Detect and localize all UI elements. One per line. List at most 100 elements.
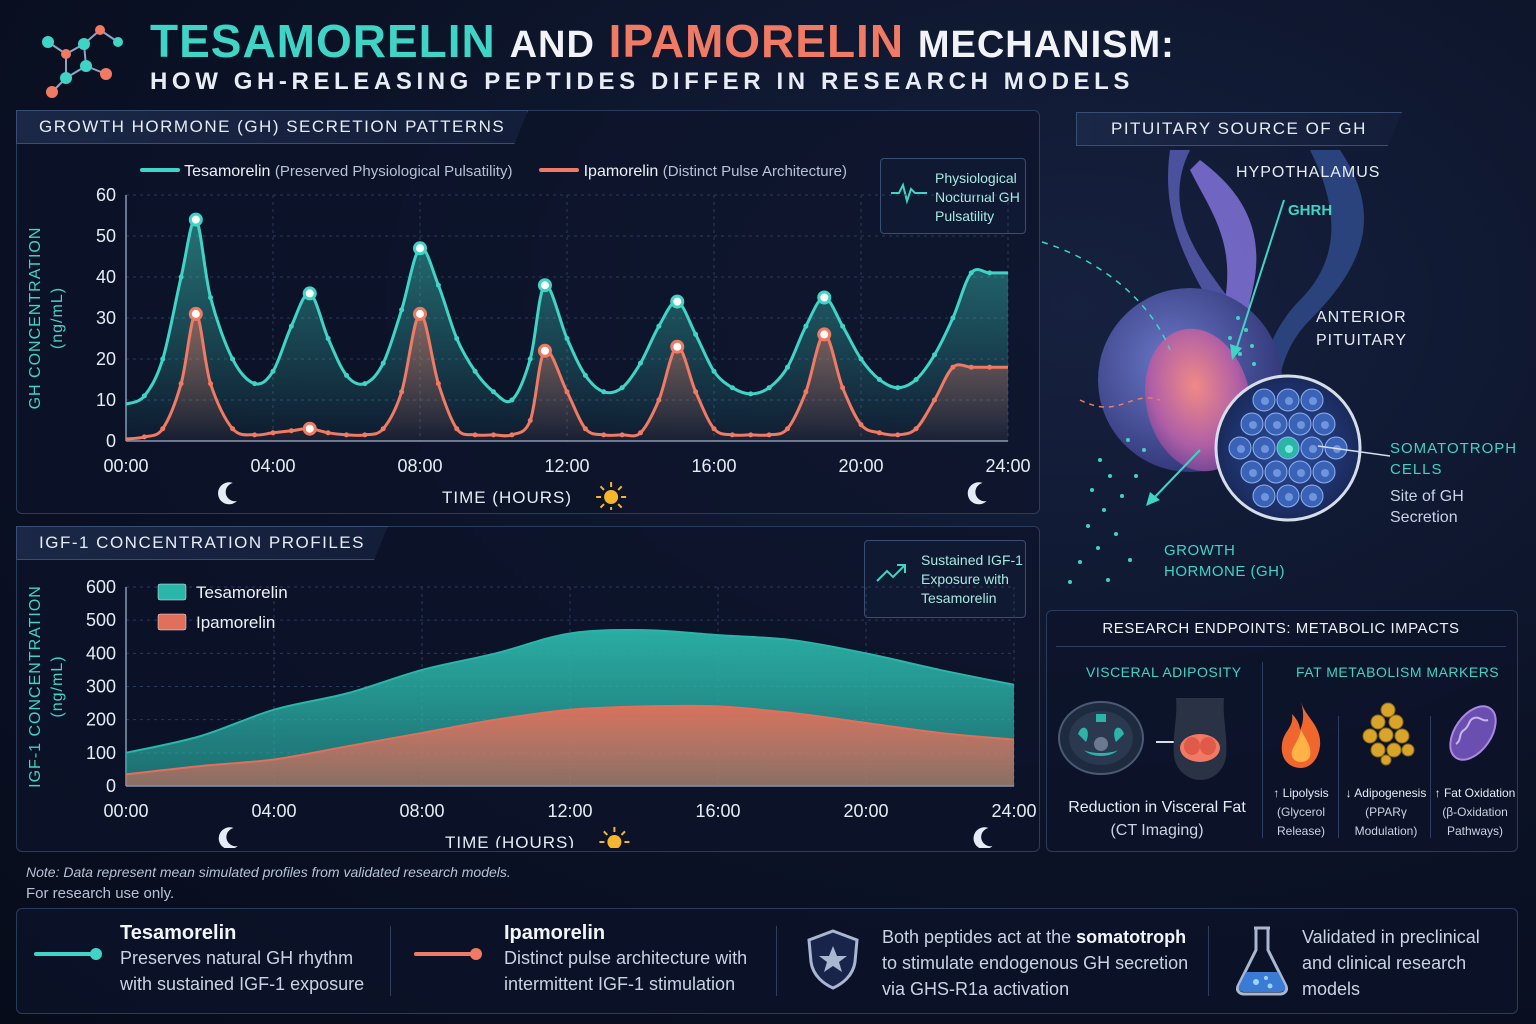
moon-icon [218, 827, 238, 848]
x-tick-label: 08:00 [397, 456, 442, 476]
legend-tesamorelin-note: (Preserved Physiological Pulsatility) [274, 163, 513, 180]
y-tick-label: 60 [96, 185, 116, 205]
data-point-ipamorelin [817, 327, 832, 342]
data-point-tesamorelin [527, 356, 533, 362]
igf-callout-line3: Tesamorelin [921, 590, 997, 606]
marker-lipolysis-line3: Release) [1276, 824, 1326, 838]
data-point-tesamorelin [968, 270, 974, 276]
data-point-tesamorelin [693, 331, 699, 337]
data-point-tesamorelin [380, 360, 386, 366]
gh-callout-line1: Physiological [935, 170, 1017, 186]
x-tick-label: 08:00 [399, 801, 444, 821]
data-point-ipamorelin [876, 430, 882, 436]
marker-sep-1 [1338, 716, 1339, 838]
summary-validated: Validated in preclinical and clinical re… [1302, 924, 1480, 1002]
data-point-tesamorelin [188, 212, 203, 227]
sun-icon-ray [603, 830, 609, 836]
moon-icon [973, 827, 993, 848]
data-point-ipamorelin [711, 426, 717, 432]
y-tick-label: 10 [96, 390, 116, 410]
soma-line1: SOMATOTROPH [1390, 440, 1518, 457]
data-point-ipamorelin [252, 432, 258, 438]
gh-callout-box: Physiological Nocturnal GH Pulsatility [880, 158, 1026, 234]
data-point-tesamorelin [858, 356, 864, 362]
x-tick-label: 24:00 [985, 456, 1030, 476]
visceral-title: VISCERAL ADIPOSITY [1086, 664, 1242, 680]
cell-nucleus [1285, 493, 1293, 501]
cell-nucleus [1249, 469, 1257, 477]
x-tick-label: 12:00 [544, 456, 589, 476]
y-axis-label: GH CONCENTRATION (ng/mL) [27, 227, 66, 410]
growth-hormone-label: GROWTH HORMONE (GH) [1164, 540, 1285, 582]
summary-ipa-line2: intermittent IGF-1 stimulation [504, 974, 736, 994]
anterior-line2: PITUITARY [1316, 332, 1408, 349]
cell-nucleus [1297, 421, 1305, 429]
data-point-tesamorelin [582, 372, 588, 378]
marker-fat-oxidation-line2: (β-Oxidation [1442, 805, 1508, 819]
data-point-tesamorelin [817, 290, 832, 305]
gh-line2: HORMONE (GH) [1164, 563, 1285, 580]
igf-legend-swatch-ipamorelin [157, 613, 187, 631]
y-tick-label: 30 [96, 308, 116, 328]
y-tick-label: 100 [86, 743, 116, 763]
data-point-ipamorelin [968, 364, 974, 370]
data-point-ipamorelin [950, 364, 956, 370]
data-point-ipamorelin [858, 422, 864, 428]
summary-both-line1b: somatotroph [1076, 927, 1187, 947]
fat-droplets-icon [1362, 702, 1415, 766]
summary-sep-1 [390, 926, 391, 996]
y-tick-label: 500 [86, 610, 116, 630]
y-axis-label-line2: (ng/mL) [49, 655, 66, 717]
marker-adipogenesis: ↓ Adipogenesis (PPARγ Modulation) [1340, 784, 1432, 841]
igf-legend-label-tesamorelin: Tesamorelin [196, 583, 288, 602]
legend-tesamorelin-name: Tesamorelin [184, 163, 271, 180]
y-tick-label: 20 [96, 349, 116, 369]
mitochondria-icon [1449, 705, 1497, 761]
sun-icon-ray [599, 485, 605, 491]
summary-tesamorelin: Tesamorelin Preserves natural GH rhythm … [120, 922, 364, 997]
data-point-ipamorelin [656, 397, 662, 403]
data-point-tesamorelin [344, 372, 349, 378]
anterior-pituitary-label: ANTERIOR PITUITARY [1316, 306, 1407, 352]
data-point-tesamorelin [141, 393, 147, 399]
visceral-caption1: Reduction in Visceral Fat [1068, 799, 1246, 816]
data-point-tesamorelin [656, 323, 662, 329]
igf-legend-swatch-tesamorelin [157, 583, 187, 601]
y-tick-label: 300 [86, 677, 116, 697]
data-point-tesamorelin [711, 368, 717, 374]
x-tick-label: 04:00 [251, 801, 296, 821]
visceral-caption2: (CT Imaging) [1110, 822, 1204, 839]
gh-panel-label: GROWTH HORMONE (GH) SECRETION PATTERNS [16, 110, 528, 144]
data-point-tesamorelin [840, 323, 846, 329]
data-point-ipamorelin [509, 432, 515, 438]
series-line-tesamorelin [125, 628, 1015, 754]
shield-icon [807, 929, 859, 990]
summary-val-line2: and clinical research [1302, 953, 1467, 973]
series-area-tesamorelin [126, 219, 1008, 441]
summary-tes-line2: with sustained IGF-1 exposure [120, 974, 365, 994]
pituitary-label: PITUITARY SOURCE OF GH [1076, 112, 1402, 146]
data-point-tesamorelin [491, 389, 496, 395]
data-point-tesamorelin [362, 381, 368, 387]
cell-nucleus [1273, 421, 1281, 429]
pituitary-illustration [1041, 150, 1391, 584]
data-point-tesamorelin [729, 385, 735, 391]
series-area-ipamorelin [126, 705, 1014, 786]
marker-lipolysis: ↑ Lipolysis (Glycerol Release) [1266, 784, 1336, 841]
data-point-ipamorelin [178, 381, 184, 387]
cell-nucleus [1249, 421, 1257, 429]
cell-nucleus [1261, 445, 1269, 453]
endpoints-vsep [1262, 662, 1263, 838]
series-area-ipamorelin [126, 313, 1008, 441]
series-line-ipamorelin [125, 704, 1015, 776]
summary-panel [16, 908, 1518, 1014]
somatotroph-label: SOMATOTROPH CELLS Site of GH Secretion [1390, 438, 1517, 528]
summary-val-line3: models [1302, 979, 1361, 999]
summary-sep-3 [1208, 926, 1209, 996]
data-point-ipamorelin [619, 432, 625, 438]
data-note: Note: Data represent mean simulated prof… [26, 862, 511, 904]
data-point-ipamorelin [748, 432, 754, 438]
cell-nucleus [1309, 445, 1317, 453]
visceral-caption: Reduction in Visceral Fat (CT Imaging) [1052, 796, 1262, 842]
data-point-ipamorelin [362, 432, 368, 438]
